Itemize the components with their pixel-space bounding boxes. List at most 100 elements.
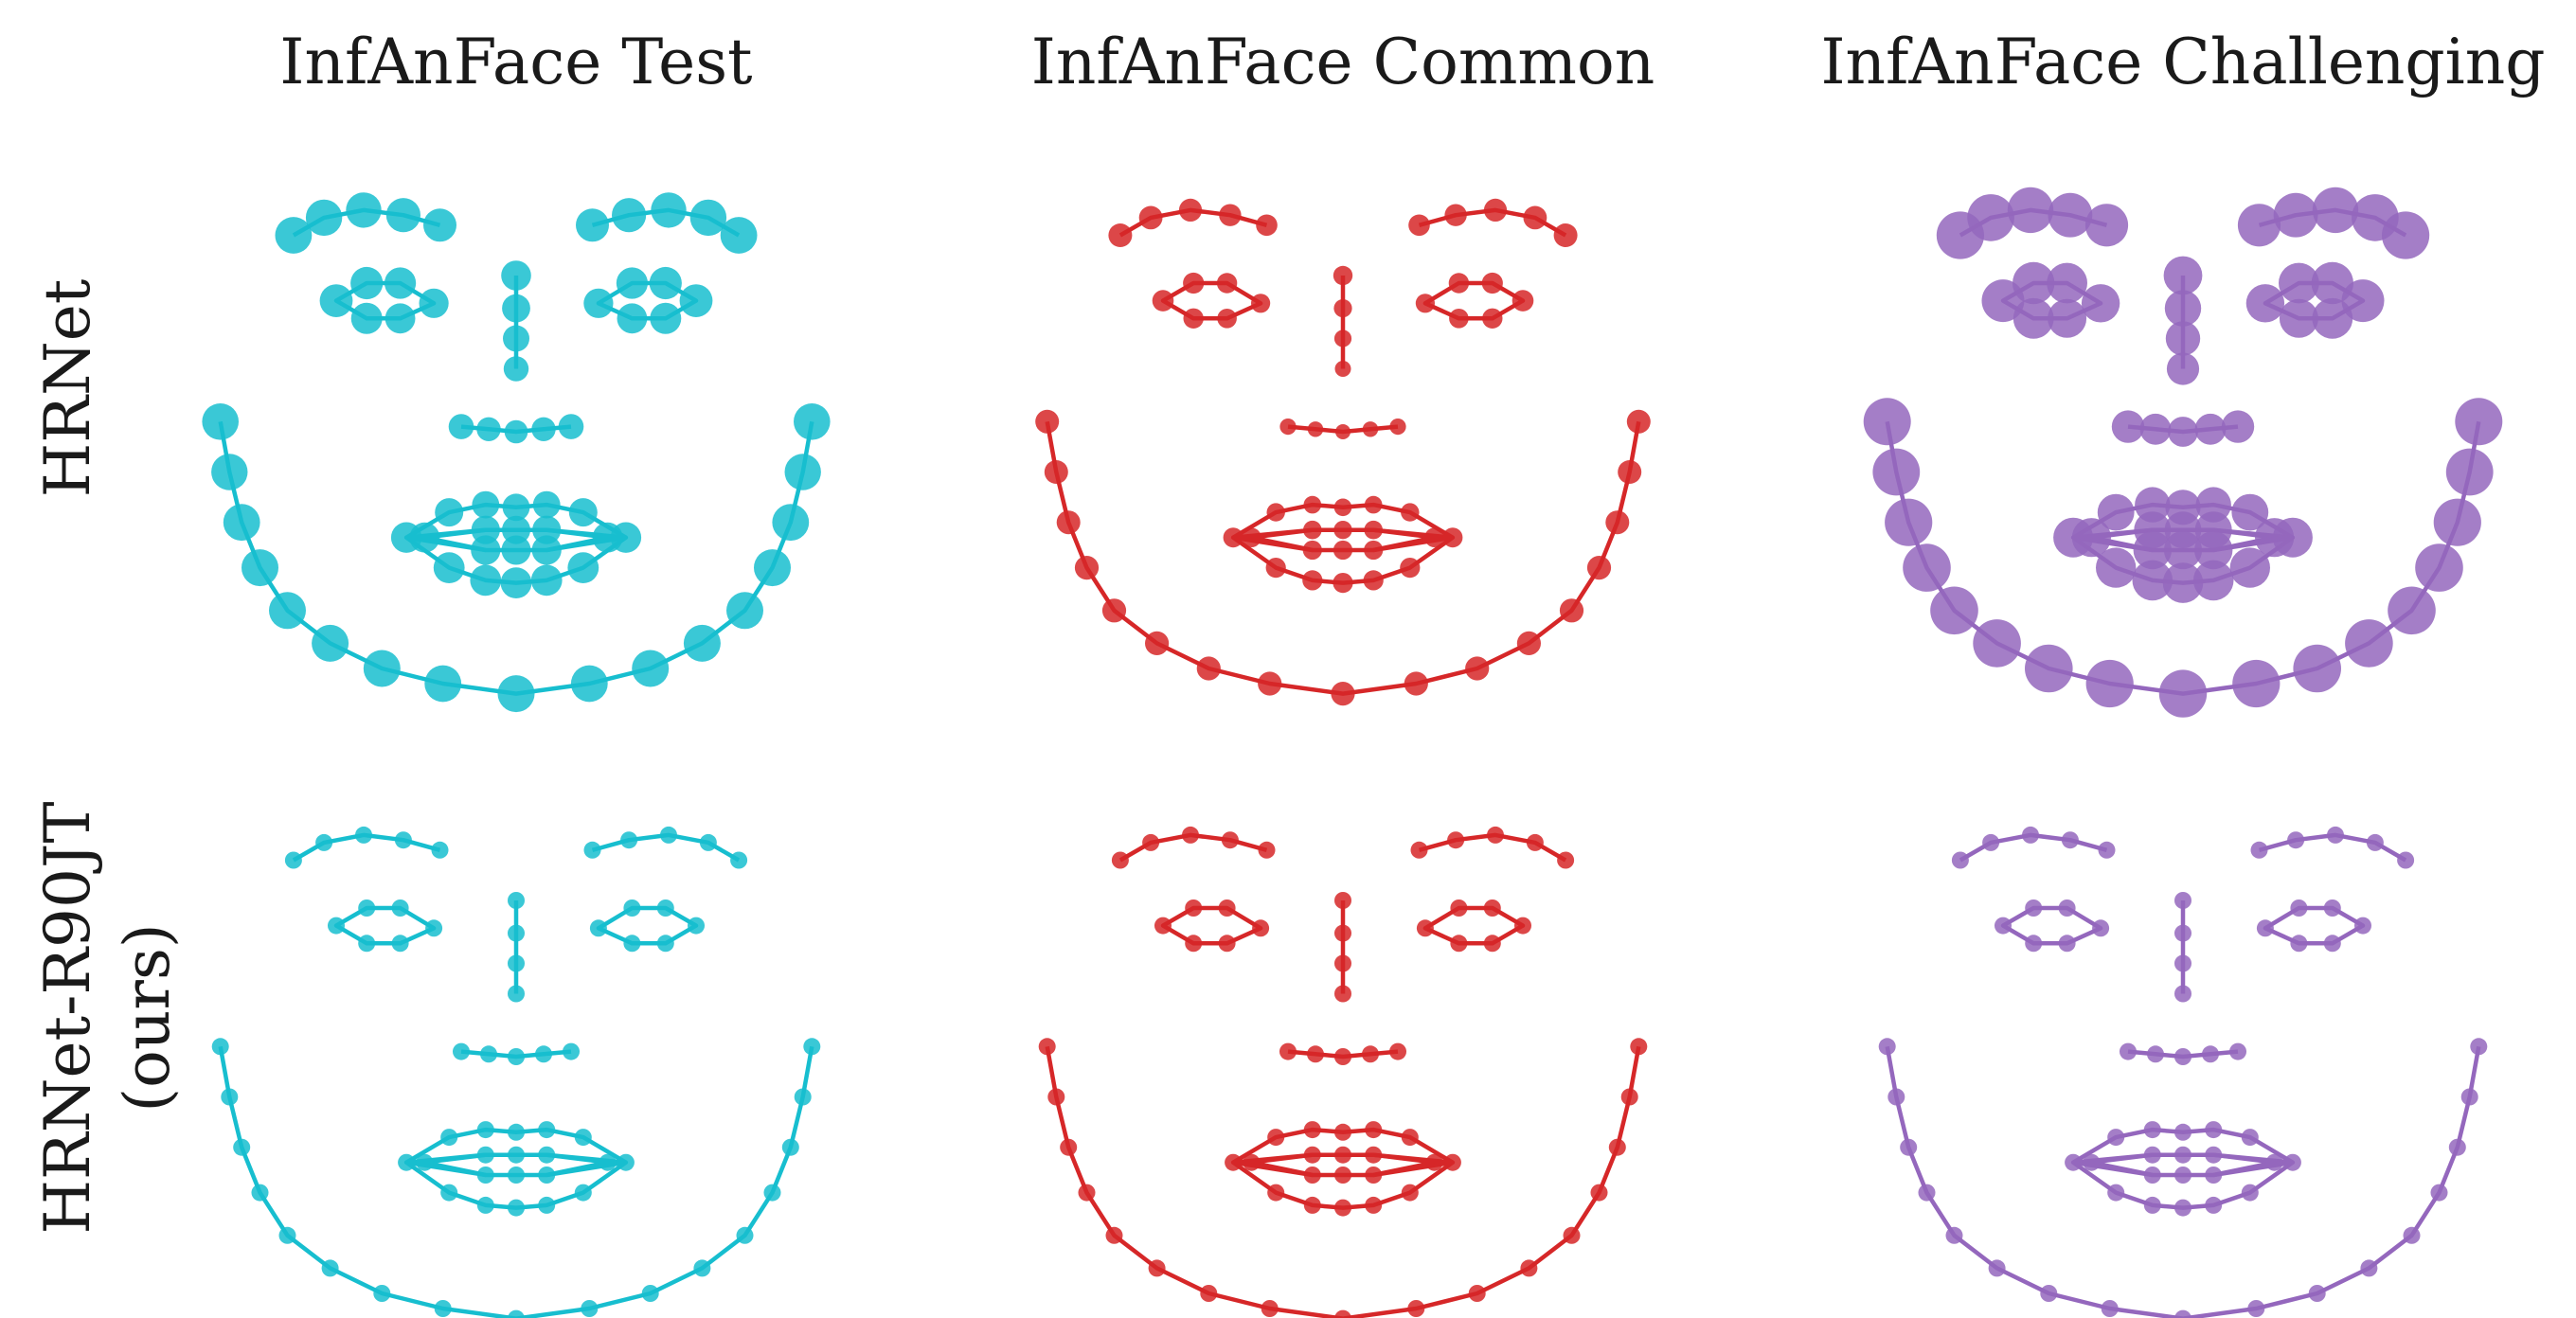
landmark-point-brow-left [394,831,412,849]
landmark-point-mouth-outer [568,498,598,527]
landmark-point-nose-base [1307,1045,1324,1063]
landmark-point-eye-right [1448,273,1470,294]
landmark-point-jaw [1618,460,1642,484]
landmark-point-mouth-inner [471,535,501,565]
landmark-point-nose-bridge [1333,265,1353,286]
landmark-point-jaw [2345,619,2393,668]
landmark-point-brow-left [423,208,456,242]
landmark-point-jaw [1038,1038,1056,1056]
landmark-point-eye-right [1514,917,1531,935]
landmark-point-eye-left [2012,297,2054,339]
landmark-point-mouth-outer [1334,1123,1351,1141]
landmark-point-jaw [772,504,810,542]
landmark-point-jaw [581,1300,599,1317]
landmark-point-brow-right [660,826,677,844]
landmark-point-mouth-outer [1267,1184,1285,1202]
landmark-point-brow-right [2273,192,2318,238]
landmark-point-nose-base [2139,413,2172,445]
landmark-point-brow-right [2366,833,2384,851]
landmark-point-mouth-outer [532,490,561,519]
landmark-point-nose-base [2111,410,2145,443]
landmark-point-brow-right [1523,205,1547,230]
landmark-point-jaw [2158,669,2208,718]
landmark-point-jaw [434,1300,452,1317]
landmark-point-jaw [803,1038,821,1056]
landmark-point-jaw [2360,1259,2378,1277]
landmark-point-brow-left [355,826,372,844]
landmark-point-mouth-inner [2174,1167,2191,1184]
landmark-point-eye-left [1252,919,1270,937]
landmark-point-mouth-outer [1303,1121,1321,1139]
landmark-point-eye-left [1218,935,1236,953]
landmark-point-mouth-inner [592,522,623,553]
landmark-point-eye-right [1449,309,1469,329]
landmark-point-mouth-inner [2133,530,2172,570]
landmark-point-jaw [2232,659,2281,708]
landmark-point-jaw [2293,644,2341,693]
landmark-line-jaw [1045,1045,1641,1318]
landmark-point-nose-bridge [2164,290,2202,327]
landmark-point-brow-right [1557,851,1575,869]
landmark-point-jaw [2174,1309,2191,1318]
landmark-point-mouth-outer [1225,1153,1243,1171]
landmark-point-mouth-outer [1442,527,1463,548]
landmark-point-eye-left [2012,261,2055,305]
landmark-point-brow-right [1526,833,1544,851]
landmark-point-jaw [363,650,401,687]
landmark-point-brow-right [2250,841,2268,859]
landmark-point-mouth-outer [574,1129,592,1147]
landmark-point-jaw [2445,448,2494,496]
landmark-point-mouth-inner [1334,1146,1351,1164]
landmark-point-jaw [2470,1038,2488,1056]
landmark-point-eye-right [616,267,649,299]
landmark-point-brow-right [720,217,758,254]
landmark-point-jaw [233,1138,251,1156]
landmark-point-mouth-outer [1401,1129,1419,1147]
landmark-point-mouth-outer [1302,570,1323,591]
landmark-point-jaw [1559,598,1584,623]
landmark-point-mouth-inner [1364,520,1383,540]
landmark-point-jaw [1465,656,1490,681]
landmark-point-eye-right [617,303,648,334]
landmark-point-nose-bridge [1334,954,1351,972]
landmark-point-mouth-outer [1267,1129,1285,1147]
landmark-point-mouth-outer [440,1184,458,1202]
landmark-point-mouth-outer [2132,560,2174,601]
landmark-point-eye-left [2092,919,2110,937]
landmark-point-mouth-outer [435,498,464,527]
landmark-line-jaw [218,1045,814,1318]
landmark-point-eye-right [1416,919,1434,937]
landmark-line-eye-right [1422,905,1526,946]
landmark-point-brow-left [2061,831,2079,849]
landmark-line-eye-right [1422,280,1526,321]
landmark-point-mouth-outer [508,1199,525,1217]
landmark-point-jaw [269,592,306,630]
landmark-point-brow-right [1410,841,1428,859]
landmark-point-brow-left [1221,831,1239,849]
landmark-point-jaw [1074,556,1100,580]
landmark-point-mouth-inner [1333,540,1353,561]
landmark-point-eye-left [1183,272,1205,294]
landmark-point-nose-bridge [1334,985,1351,1003]
column-title-test: InfAnFace Test [279,26,752,98]
landmark-point-nose-bridge [1334,361,1351,377]
landmark-line-eye-right [2263,905,2366,946]
landmark-point-jaw [794,1088,812,1106]
landmark-point-jaw [2388,586,2436,635]
landmark-point-brow-left [2022,826,2039,844]
landmark-point-jaw [784,454,821,490]
landmark-point-jaw [2101,1300,2119,1317]
landmark-point-jaw [508,1309,525,1318]
landmark-point-brow-left [1142,833,1160,851]
landmark-line-eye-left [333,905,437,946]
landmark-point-nose-base [558,414,584,439]
column-title-challenging: InfAnFace Challenging [1820,26,2545,98]
row-labels: HRNet HRNet-R90JT (ours) [31,279,184,1235]
landmark-point-eye-left [1183,308,1204,329]
landmark-point-eye-right [1415,294,1435,313]
face-panel-r0-c1 [1035,198,1651,706]
landmark-point-mouth-outer [2195,487,2231,523]
landmark-point-mouth-inner [471,515,500,544]
landmark-point-jaw [2460,1088,2478,1106]
landmark-point-mouth-outer [1303,495,1322,514]
